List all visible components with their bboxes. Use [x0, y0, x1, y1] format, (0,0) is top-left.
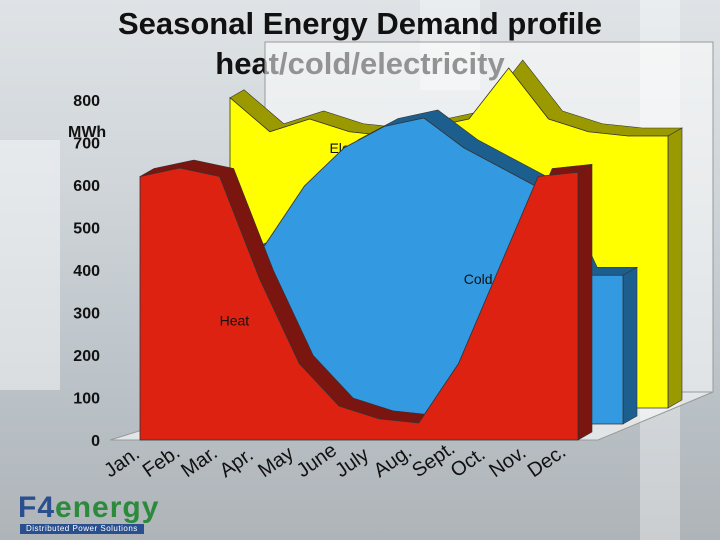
y-tick-label: 300 — [73, 306, 100, 323]
x-tick-label: Aug. — [370, 440, 416, 482]
x-tick-label: Apr. — [216, 444, 258, 482]
y-tick-label: 400 — [73, 263, 100, 280]
x-tick-label: May — [254, 442, 298, 482]
series-side-electricity — [667, 127, 683, 409]
y-tick-label: 100 — [73, 391, 100, 408]
x-tick-label: July — [331, 444, 373, 482]
y-tick-label: 700 — [73, 136, 100, 153]
series-area-heat — [139, 167, 579, 441]
y-tick-label: 0 — [91, 433, 100, 450]
f4energy-logo: F4energy Distributed Power Solutions — [18, 492, 218, 536]
series-label-heat: Heat — [220, 312, 250, 328]
x-tick-label: Nov. — [485, 441, 530, 482]
logo-wordmark: F4energy — [18, 492, 159, 524]
y-tick-label: 500 — [73, 221, 100, 238]
x-tick-label: Mar. — [177, 442, 221, 482]
background-cabinet — [0, 140, 60, 390]
logo-suffix: energy — [55, 491, 160, 524]
x-tick-label: June — [293, 439, 341, 482]
series-side-cold — [622, 266, 638, 425]
series-side-heat — [577, 163, 593, 441]
x-tick-label: Feb. — [139, 441, 184, 482]
y-tick-label: 200 — [73, 348, 100, 365]
x-tick-label: Dec. — [524, 440, 570, 482]
y-tick-label: 800 — [73, 93, 100, 110]
x-tick-label: Jan. — [100, 442, 144, 482]
title-line-1: Seasonal Energy Demand profile — [117, 6, 603, 41]
y-axis-label: MWh — [68, 124, 106, 141]
series-label-cold: Cold — [464, 271, 493, 287]
logo-tagline: Distributed Power Solutions — [20, 524, 144, 534]
logo-prefix: F4 — [18, 491, 56, 524]
y-tick-label: 600 — [73, 178, 100, 195]
